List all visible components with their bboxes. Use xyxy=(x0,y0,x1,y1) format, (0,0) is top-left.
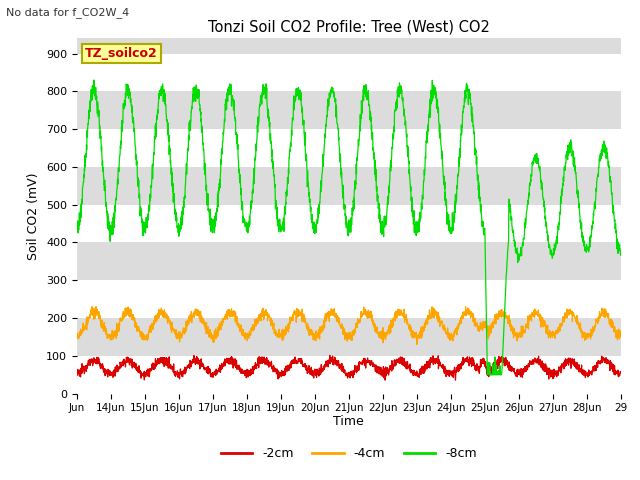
Bar xyxy=(77,167,621,204)
Bar xyxy=(77,16,621,53)
Bar xyxy=(77,91,621,129)
Legend: -2cm, -4cm, -8cm: -2cm, -4cm, -8cm xyxy=(216,443,482,466)
Bar xyxy=(77,204,621,242)
Text: TZ_soilco2: TZ_soilco2 xyxy=(85,47,157,60)
Bar xyxy=(77,242,621,280)
Title: Tonzi Soil CO2 Profile: Tree (West) CO2: Tonzi Soil CO2 Profile: Tree (West) CO2 xyxy=(208,20,490,35)
Bar xyxy=(77,356,621,394)
Bar xyxy=(77,53,621,91)
X-axis label: Time: Time xyxy=(333,415,364,428)
Bar xyxy=(77,280,621,318)
Bar xyxy=(77,129,621,167)
Bar xyxy=(77,318,621,356)
Y-axis label: Soil CO2 (mV): Soil CO2 (mV) xyxy=(28,172,40,260)
Text: No data for f_CO2W_4: No data for f_CO2W_4 xyxy=(6,7,130,18)
